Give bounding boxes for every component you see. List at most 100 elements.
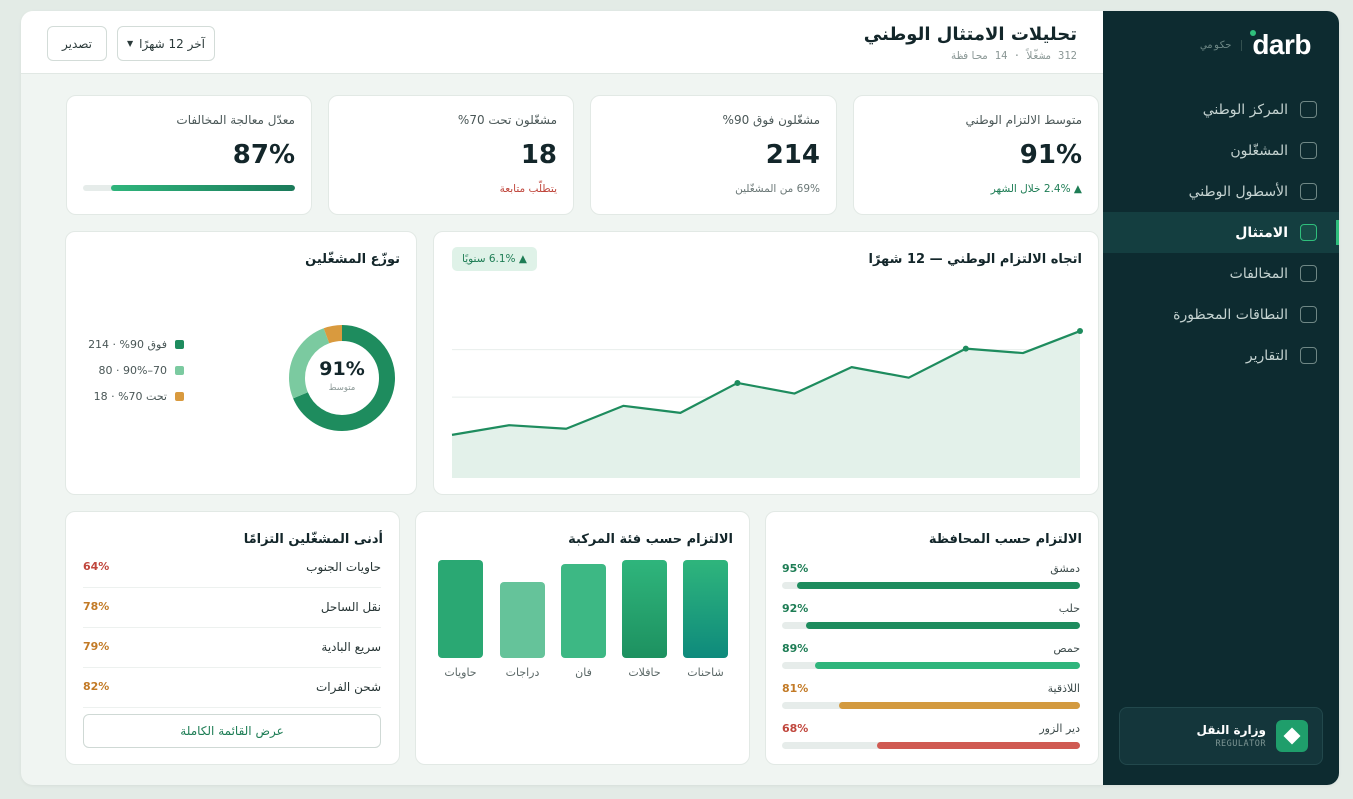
- kpi-label: متوسط الالتزام الوطني: [965, 113, 1082, 127]
- province-name: دير الزور: [1039, 722, 1080, 735]
- main-content: تحليلات الامتثال الوطني 312 مشغّلاً · 14…: [21, 11, 1103, 785]
- lowest-operator-row[interactable]: سريع البادية 79%: [83, 628, 381, 668]
- page-subtitle: 312 مشغّلاً · 14 محافظة: [950, 50, 1077, 62]
- lowest-operator-row[interactable]: نقل الساحل 78%: [83, 588, 381, 628]
- sidebar-item-0[interactable]: المركز الوطني: [1103, 89, 1339, 130]
- kpi-value: 214: [765, 140, 820, 170]
- province-name: دمشق: [1050, 562, 1080, 575]
- province-name: اللاذقية: [1047, 682, 1080, 695]
- operator-name: شحن الفرات: [315, 680, 381, 694]
- nav-checkbox-icon: [1300, 265, 1317, 282]
- operator-score: 64%: [83, 560, 110, 573]
- distribution-title: توزّع المشغّلين: [305, 252, 400, 267]
- trend-point: [734, 379, 741, 386]
- brand-logo[interactable]: darb: [1250, 29, 1311, 61]
- app-window: حكومي darb المركز الوطني المشغّلون الأسطول…: [21, 11, 1339, 785]
- province-row: حمص 89%: [782, 642, 1080, 676]
- vehicle-bar: [561, 564, 606, 658]
- operator-name: حاويات الجنوب: [306, 560, 381, 574]
- legend-label: فوق 90% · 214: [88, 338, 167, 351]
- lowest-operator-row[interactable]: حاويات الجنوب 64%: [83, 548, 381, 588]
- province-value: 95%: [782, 562, 809, 575]
- operator-score: 82%: [83, 680, 110, 693]
- sidebar-item-label: النطاقات المحظورة: [1173, 306, 1288, 323]
- sidebar-item-label: المشغّلون: [1230, 142, 1288, 159]
- vehicle-category-label: دراجات: [506, 666, 540, 679]
- nav-checkbox-icon: [1300, 347, 1317, 364]
- sidebar-item-3[interactable]: الامتثال: [1103, 212, 1339, 253]
- brand-sub: حكومي: [1201, 39, 1243, 51]
- province-value: 92%: [782, 602, 809, 615]
- province-value: 68%: [782, 722, 809, 735]
- province-title: الالتزام حسب المحافظة: [928, 532, 1082, 547]
- vehicle-bar-chart: شاحنات حافلات فان دراجات حاويات: [438, 560, 728, 679]
- ministry-role: REGULATOR: [1215, 739, 1266, 749]
- vehicle-bar: [683, 560, 728, 658]
- trend-area: [452, 331, 1080, 478]
- sidebar-nav: المركز الوطني المشغّلون الأسطول الوطني الام…: [1103, 89, 1339, 376]
- legend-item: فوق 90% · 214: [88, 338, 184, 351]
- sidebar-item-label: المركز الوطني: [1202, 101, 1288, 118]
- vehicle-bar: [622, 560, 667, 658]
- province-bar-fill: [805, 622, 1080, 629]
- sidebar: حكومي darb المركز الوطني المشغّلون الأسطول…: [1103, 11, 1339, 785]
- donut-center-label: متوسط: [328, 383, 356, 393]
- sidebar-item-2[interactable]: الأسطول الوطني: [1103, 171, 1339, 212]
- lowest-operator-row[interactable]: شحن الفرات 82%: [83, 668, 381, 708]
- sidebar-item-label: المخالفات: [1229, 265, 1288, 282]
- legend-item: تحت 70% · 18: [94, 390, 184, 403]
- vehicle-category-label: شاحنات: [687, 666, 723, 679]
- vehicle-title: الالتزام حسب فئة المركبة: [568, 532, 733, 547]
- operator-score: 78%: [83, 600, 110, 613]
- kpi-progress-bar: [83, 185, 295, 191]
- legend-swatch: [175, 366, 184, 375]
- ministry-logo-icon: [1276, 720, 1308, 752]
- date-range-dropdown[interactable]: آخر 12 شهرًا ▼: [117, 26, 215, 61]
- sidebar-item-4[interactable]: المخالفات: [1103, 253, 1339, 294]
- trend-point: [1077, 328, 1083, 335]
- nav-checkbox-icon: [1300, 101, 1317, 118]
- operator-score: 79%: [83, 640, 110, 653]
- donut-center: 91% متوسط: [282, 358, 402, 393]
- province-value: 81%: [782, 682, 809, 695]
- legend-swatch: [175, 340, 184, 349]
- logo-dot-icon: [1250, 30, 1257, 36]
- donut-slice: [289, 325, 395, 431]
- province-row: دمشق 95%: [782, 562, 1080, 596]
- kpi-card-avg-compliance: متوسط الالتزام الوطني 91% ▲ 2.4% خلال ال…: [853, 95, 1099, 215]
- sidebar-item-1[interactable]: المشغّلون: [1103, 130, 1339, 171]
- kpi-card-violation-rate: معدّل معالجة المخالفات 87%: [66, 95, 312, 215]
- page-title: تحليلات الامتثال الوطني: [863, 24, 1077, 45]
- ministry-card[interactable]: وزارة النقل REGULATOR: [1119, 707, 1323, 765]
- province-name: حلب: [1058, 602, 1080, 615]
- view-full-list-button[interactable]: عرض القائمة الكاملة: [83, 714, 381, 748]
- brand-logo-text: darb: [1252, 29, 1311, 60]
- legend-swatch: [175, 392, 184, 401]
- kpi-label: مشغّلون تحت 70%: [457, 113, 557, 127]
- province-bar-track: [782, 702, 1080, 709]
- donut-slice: [289, 325, 395, 431]
- operator-name: سريع البادية: [321, 640, 381, 654]
- province-card: الالتزام حسب المحافظة دمشق 95% حلب 92% حمص 89…: [765, 511, 1099, 765]
- legend-item: 70–90% · 80: [99, 364, 184, 377]
- trend-chart-title: اتجاه الالتزام الوطني — 12 شهرًا: [868, 252, 1082, 267]
- kpi-label: معدّل معالجة المخالفات: [176, 113, 295, 127]
- kpi-card-above-90: مشغّلون فوق 90% 214 69% من المشغّلين: [590, 95, 837, 215]
- sidebar-item-5[interactable]: النطاقات المحظورة: [1103, 294, 1339, 335]
- province-row: اللاذقية 81%: [782, 682, 1080, 716]
- chevron-down-icon: ▼: [127, 39, 134, 48]
- vehicle-category-label: حافلات: [628, 666, 660, 679]
- kpi-label: مشغّلون فوق 90%: [722, 113, 820, 127]
- kpi-trend: ▲ 2.4% خلال الشهر: [990, 183, 1082, 195]
- sidebar-item-6[interactable]: التقارير: [1103, 335, 1339, 376]
- trend-point: [962, 345, 969, 352]
- kpi-value: 18: [520, 140, 557, 170]
- trend-line: [451, 330, 1081, 436]
- kpi-progress-fill: [110, 185, 295, 191]
- province-bar-fill: [796, 582, 1080, 589]
- sidebar-item-label: الامتثال: [1235, 224, 1288, 241]
- legend-label: 70–90% · 80: [98, 364, 167, 377]
- export-button[interactable]: تصدير: [47, 26, 107, 61]
- sidebar-item-label: الأسطول الوطني: [1188, 183, 1288, 200]
- legend-label: تحت 70% · 18: [93, 390, 167, 403]
